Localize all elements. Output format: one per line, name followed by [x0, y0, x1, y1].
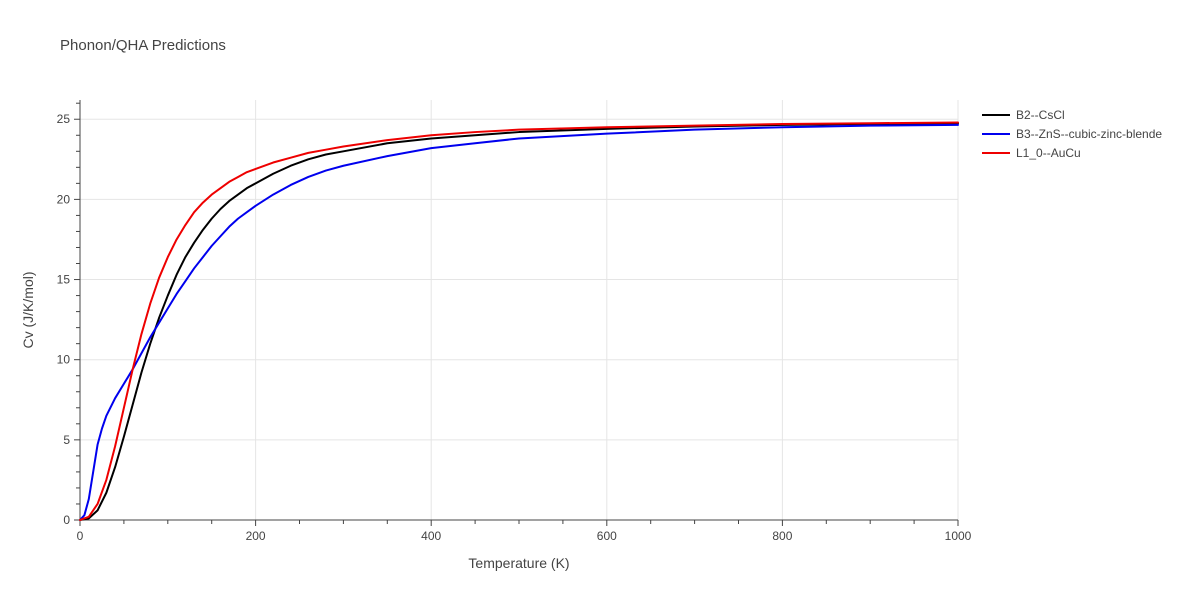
x-tick-label: 0 — [77, 529, 84, 543]
y-tick-label: 10 — [57, 353, 71, 367]
y-tick-label: 20 — [57, 192, 71, 206]
legend-item-0[interactable]: B2--CsCl — [982, 108, 1065, 122]
legend-item-2[interactable]: L1_0--AuCu — [982, 146, 1081, 160]
y-tick-label: 5 — [63, 433, 70, 447]
y-tick-label: 0 — [63, 513, 70, 527]
chart-title: Phonon/QHA Predictions — [60, 37, 226, 54]
x-axis-title: Temperature (K) — [468, 555, 569, 571]
ticks-layer: 0 200 400 600 800 1000 0 5 10 15 20 25 — [57, 112, 972, 543]
y-axis-title: Cv (J/K/mol) — [20, 272, 36, 349]
x-tick-label: 600 — [597, 529, 617, 543]
x-tick-label: 200 — [246, 529, 266, 543]
y-tick-label: 15 — [57, 273, 71, 287]
series-line-1 — [79, 123, 959, 521]
x-tick-label: 1000 — [945, 529, 972, 543]
legend-item-1[interactable]: B3--ZnS--cubic-zinc-blende — [982, 127, 1162, 141]
x-tick-label: 400 — [421, 529, 441, 543]
grid-layer — [80, 100, 959, 520]
series-layer — [79, 121, 959, 521]
x-tick-label: 800 — [772, 529, 792, 543]
legend[interactable]: B2--CsCl B3--ZnS--cubic-zinc-blende L1_0--… — [982, 108, 1162, 160]
series-line-0 — [79, 122, 959, 521]
y-tick-label: 25 — [57, 112, 71, 126]
series-line-2 — [79, 121, 959, 521]
axes-layer — [74, 100, 959, 526]
legend-label: L1_0--AuCu — [1016, 146, 1081, 160]
legend-label: B2--CsCl — [1016, 108, 1065, 122]
legend-label: B3--ZnS--cubic-zinc-blende — [1016, 127, 1162, 141]
